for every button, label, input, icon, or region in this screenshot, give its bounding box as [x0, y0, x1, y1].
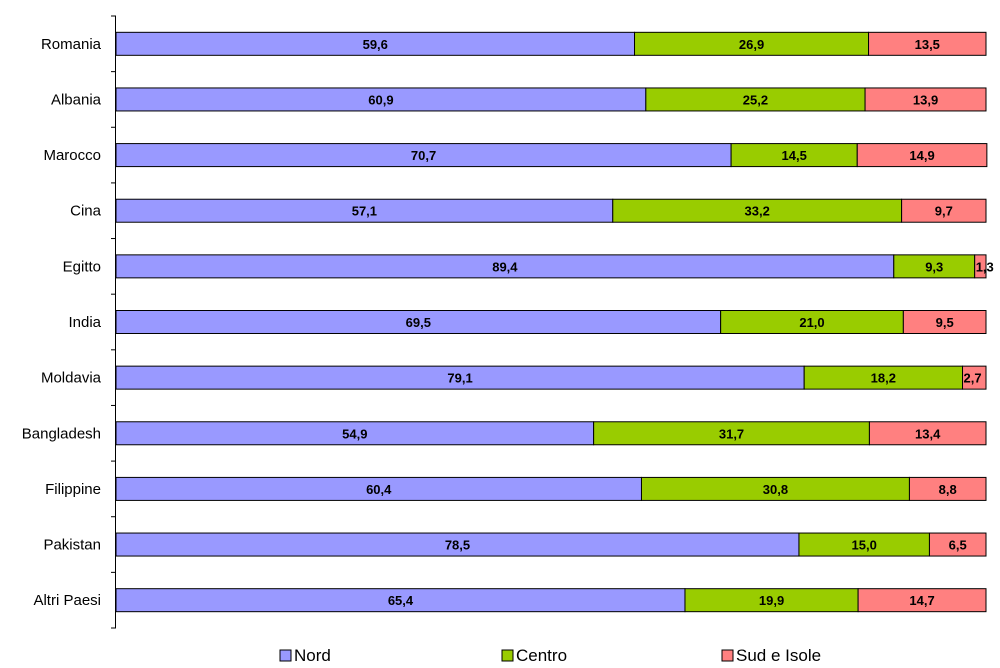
- bar-segment: [901, 198, 987, 223]
- data-label: 18,2: [871, 371, 896, 386]
- data-label: 31,7: [719, 426, 744, 441]
- data-label: 33,2: [745, 204, 770, 219]
- data-label: 6,5: [949, 538, 967, 553]
- data-label: 59,6: [363, 37, 388, 52]
- category-label: Filippine: [45, 481, 101, 498]
- bar-segment: [974, 254, 987, 279]
- category-label: Marocco: [43, 147, 101, 164]
- data-label: 54,9: [342, 426, 367, 441]
- bar-segment: [857, 588, 987, 613]
- legend-swatch: [501, 649, 514, 662]
- category-label: Bangladesh: [22, 425, 101, 442]
- data-label: 65,4: [388, 593, 414, 608]
- legend-label: Nord: [294, 646, 331, 665]
- bar-segment: [962, 365, 987, 390]
- legend-swatch: [279, 649, 292, 662]
- bars: [115, 31, 988, 613]
- category-axis: [111, 15, 116, 629]
- data-label: 9,7: [935, 204, 953, 219]
- data-label: 14,5: [782, 148, 807, 163]
- data-label: 60,4: [366, 482, 392, 497]
- data-label: 13,4: [915, 426, 941, 441]
- data-label: 21,0: [799, 315, 824, 330]
- data-label: 57,1: [352, 204, 377, 219]
- data-label: 1,3: [976, 259, 994, 274]
- data-label: 9,3: [925, 259, 943, 274]
- data-label: 79,1: [447, 371, 472, 386]
- data-label: 25,2: [743, 92, 768, 107]
- legend-swatch: [721, 649, 734, 662]
- data-label: 70,7: [411, 148, 436, 163]
- bar-segment: [868, 31, 987, 56]
- bar-segment: [864, 87, 987, 112]
- category-label: Altri Paesi: [33, 592, 101, 609]
- legend: Nord Centro Sud e Isole: [279, 646, 821, 665]
- bar-segment: [856, 143, 988, 168]
- data-label: 19,9: [759, 593, 784, 608]
- category-label: India: [68, 314, 101, 331]
- legend-label: Sud e Isole: [736, 646, 821, 665]
- category-label: Moldavia: [41, 370, 102, 387]
- legend-label: Centro: [516, 646, 567, 665]
- data-label: 2,7: [964, 371, 982, 386]
- category-label: Albania: [51, 91, 102, 108]
- bar-segment: [908, 476, 987, 501]
- data-labels: 59,6 26,9 13,5 60,9 25,2 13,9 70,7 14,5 14,9 57,1…: [342, 37, 994, 608]
- data-label: 69,5: [406, 315, 431, 330]
- data-label: 13,5: [915, 37, 940, 52]
- data-label: 14,7: [909, 593, 934, 608]
- data-label: 8,8: [939, 482, 957, 497]
- data-label: 78,5: [445, 538, 470, 553]
- data-label: 14,9: [909, 148, 934, 163]
- data-label: 26,9: [739, 37, 764, 52]
- data-label: 13,9: [913, 92, 938, 107]
- bar-segment: [868, 421, 987, 446]
- bar-segment: [902, 310, 987, 334]
- category-label: Egitto: [63, 258, 101, 275]
- data-label: 60,9: [368, 92, 393, 107]
- data-label: 15,0: [852, 538, 877, 553]
- data-label: 9,5: [936, 315, 954, 330]
- data-label: 89,4: [492, 259, 518, 274]
- category-labels: Romania Albania Marocco Cina Egitto India Mold…: [22, 36, 102, 609]
- category-label: Pakistan: [43, 537, 101, 554]
- category-label: Romania: [41, 36, 102, 53]
- category-label: Cina: [70, 203, 102, 220]
- bar-segment: [928, 532, 987, 557]
- data-label: 30,8: [763, 482, 788, 497]
